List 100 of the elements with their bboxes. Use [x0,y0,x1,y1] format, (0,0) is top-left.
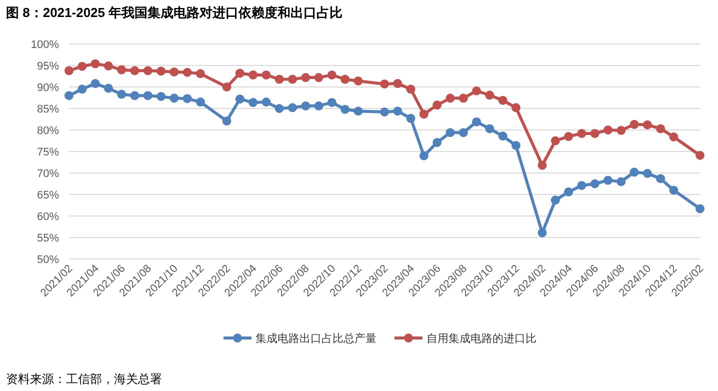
point [196,69,205,78]
point [90,59,100,68]
point [472,117,482,126]
point [603,176,612,185]
point [274,104,284,113]
point [642,168,652,178]
point [498,132,508,141]
point [380,107,389,116]
point [327,70,336,80]
point [577,128,586,138]
point [235,68,244,78]
point [314,73,324,82]
point [117,90,126,99]
point [458,94,468,103]
point [314,101,324,110]
point [340,74,350,84]
y-tick-label: 80% [36,125,60,137]
point [340,104,350,114]
y-tick-label: 70% [36,168,60,180]
point [590,128,600,138]
point [393,106,402,116]
point [511,103,520,112]
point [498,96,508,105]
point [288,74,297,84]
point [564,132,574,141]
point [577,180,586,190]
point [393,79,402,88]
point [262,70,271,80]
point [222,82,232,92]
y-tick-label: 60% [36,211,60,223]
point [432,138,442,147]
point [406,84,416,94]
point [590,179,600,188]
point [538,160,547,170]
point [380,79,389,88]
point [669,186,678,195]
y-tick-label: 95% [36,60,60,72]
point [432,100,442,110]
point [90,79,100,88]
point [511,140,520,150]
point [630,168,639,177]
point [301,101,310,110]
y-tick-label: 55% [36,232,60,244]
point [419,110,428,119]
point [130,66,140,76]
point [446,128,455,138]
point [222,116,232,126]
point [248,98,258,107]
point [656,124,666,134]
point [419,151,428,160]
point [170,94,179,103]
point [117,65,126,74]
point [642,120,652,130]
point [485,90,494,100]
point [550,136,560,146]
point [656,174,666,184]
point [564,187,574,196]
point [458,128,468,138]
point [669,132,678,142]
text: 资料来源：工信部，海关总署 [6,372,162,386]
y-tick-label: 100% [30,39,60,51]
point [406,114,416,123]
point [64,66,74,76]
point [104,84,113,93]
point [301,73,310,82]
point [196,98,205,107]
point [354,106,363,116]
point [603,126,612,134]
point [354,76,363,86]
legend-label: 集成电路出口占比总产量 [256,332,376,345]
point [104,61,113,70]
chart-title: 图 8：2021-2025 年我国集成电路对进口依赖度和出口占比 [6,5,343,20]
point [616,177,626,186]
point [248,70,258,80]
y-tick-label: 50% [36,254,60,266]
point [156,92,166,101]
point [288,103,297,112]
point [327,98,336,107]
point [143,91,152,100]
point [696,150,704,160]
point [274,74,284,84]
y-tick-label: 65% [36,190,60,202]
point [485,124,494,134]
point [143,66,152,76]
point [182,68,192,77]
point [616,126,626,135]
point [630,120,639,129]
legend-label: 自用集成电路的进口比 [426,332,536,345]
point [130,91,140,100]
point [446,94,455,103]
point [78,84,87,94]
point [182,94,192,104]
point [78,62,87,71]
point [235,94,244,104]
y-tick-label: 90% [36,82,60,94]
point [170,67,179,76]
y-tick-label: 75% [36,146,60,158]
point [696,204,704,214]
point [550,196,560,205]
point [262,98,271,107]
